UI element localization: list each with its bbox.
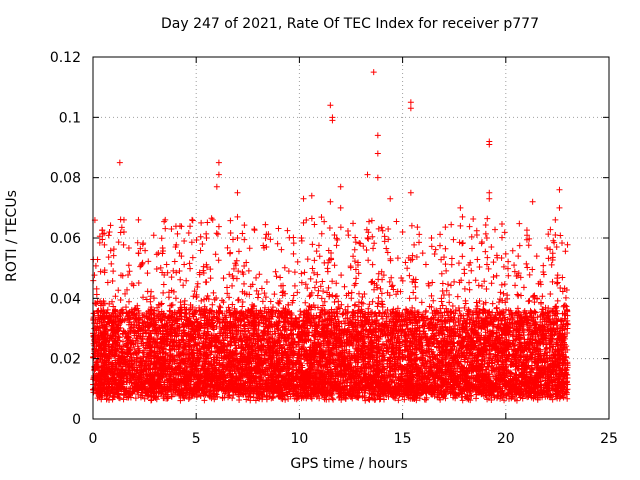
data-point [201,397,208,404]
data-points [90,69,571,404]
data-point [362,397,369,404]
